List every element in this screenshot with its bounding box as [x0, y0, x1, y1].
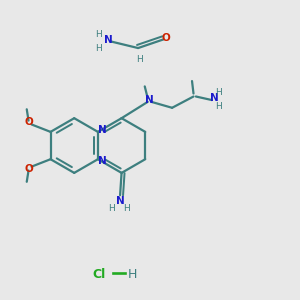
Text: H: H	[108, 204, 115, 213]
Text: Cl: Cl	[93, 268, 106, 281]
Text: N: N	[104, 35, 113, 45]
Text: O: O	[161, 33, 170, 43]
Text: N: N	[98, 125, 106, 135]
Text: N: N	[116, 196, 124, 206]
Text: H: H	[215, 88, 222, 97]
Text: H: H	[136, 55, 142, 64]
Text: O: O	[25, 164, 34, 174]
Text: H: H	[95, 30, 102, 39]
Text: H: H	[95, 44, 102, 52]
Text: N: N	[98, 156, 106, 166]
Text: O: O	[25, 117, 34, 128]
Text: H: H	[123, 204, 130, 213]
Text: H: H	[215, 101, 222, 110]
Text: N: N	[145, 95, 153, 105]
Text: N: N	[210, 93, 219, 103]
Text: H: H	[128, 268, 137, 281]
